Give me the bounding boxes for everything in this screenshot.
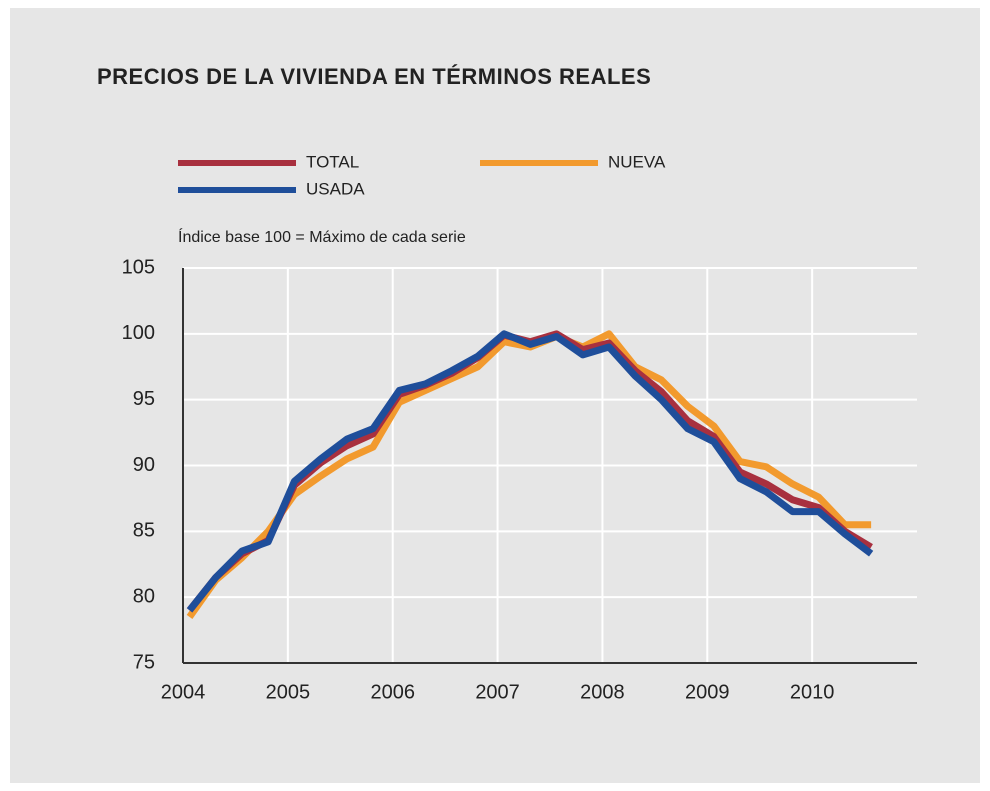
x-tick-label: 2010	[790, 681, 835, 703]
series-line	[186, 330, 874, 613]
x-tick-label: 2008	[580, 681, 625, 703]
panel	[10, 8, 980, 783]
y-tick-label: 95	[133, 388, 155, 410]
chart-title: PRECIOS DE LA VIVIENDA EN TÉRMINOS REALE…	[97, 64, 651, 89]
y-tick-label: 85	[133, 520, 155, 542]
y-tick-label: 80	[133, 585, 155, 607]
x-tick-label: 2006	[370, 681, 415, 703]
legend-label: USADA	[306, 179, 365, 198]
x-tick-label: 2007	[475, 681, 520, 703]
legend-label: TOTAL	[306, 152, 359, 171]
subtitle: Índice base 100 = Máximo de cada serie	[178, 227, 466, 246]
y-tick-label: 75	[133, 651, 155, 673]
x-tick-label: 2005	[266, 681, 311, 703]
x-tick-label: 2004	[161, 681, 206, 703]
y-tick-label: 100	[122, 322, 155, 344]
x-tick-label: 2009	[685, 681, 730, 703]
y-tick-label: 105	[122, 256, 155, 278]
y-tick-label: 90	[133, 454, 155, 476]
legend-label: NUEVA	[608, 152, 666, 171]
